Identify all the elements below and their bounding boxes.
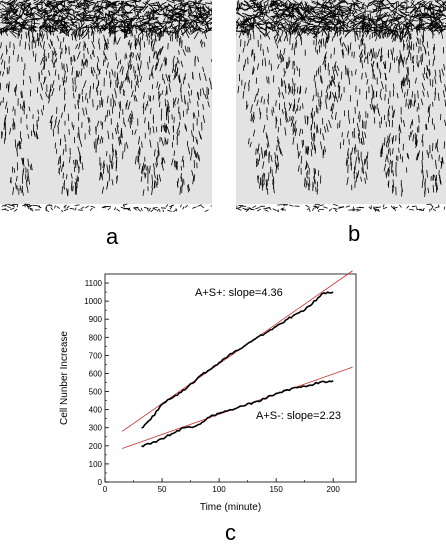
x-tick-label: 200 bbox=[327, 485, 341, 494]
x-axis-label: Time (minute) bbox=[200, 502, 261, 513]
x-tick-label: 150 bbox=[269, 485, 283, 494]
y-tick-label: 700 bbox=[89, 351, 103, 360]
annotation-a-s-plus: A+S+: slope=4.36 bbox=[195, 287, 283, 299]
panel-label-c: c bbox=[225, 522, 236, 544]
y-tick-label: 300 bbox=[89, 424, 103, 433]
y-tick-label: 900 bbox=[89, 315, 103, 324]
annotation-a-s-minus: A+S-: slope=2.23 bbox=[256, 410, 341, 422]
y-tick-label: 1000 bbox=[84, 297, 102, 306]
y-tick-label: 800 bbox=[89, 333, 103, 342]
x-tick-label: 50 bbox=[158, 485, 167, 494]
x-tick-label: 0 bbox=[103, 485, 108, 494]
plot-frame bbox=[105, 274, 356, 482]
panel-label-b: b bbox=[348, 223, 360, 245]
cell-strokes bbox=[0, 0, 212, 196]
y-tick-label: 200 bbox=[89, 442, 103, 451]
y-tick-label: 1100 bbox=[85, 279, 103, 288]
y-tick-label: 600 bbox=[89, 369, 103, 378]
y-tick-label: 400 bbox=[89, 406, 103, 415]
image-panel-b bbox=[236, 0, 446, 212]
cell-strokes bbox=[236, 0, 446, 197]
cell-count-chart: Cell Nunber Increase Time (minute) A+S+:… bbox=[0, 262, 446, 520]
cell-pattern-image-a bbox=[0, 0, 212, 212]
y-axis-label: Cell Nunber Increase bbox=[59, 331, 70, 425]
x-tick-label: 100 bbox=[212, 485, 226, 494]
y-tick-label: 500 bbox=[89, 388, 103, 397]
y-tick-label: 100 bbox=[89, 460, 103, 469]
panel-label-a: a bbox=[106, 226, 118, 248]
cell-pattern-image-b bbox=[236, 0, 446, 212]
image-panel-a bbox=[0, 0, 212, 212]
